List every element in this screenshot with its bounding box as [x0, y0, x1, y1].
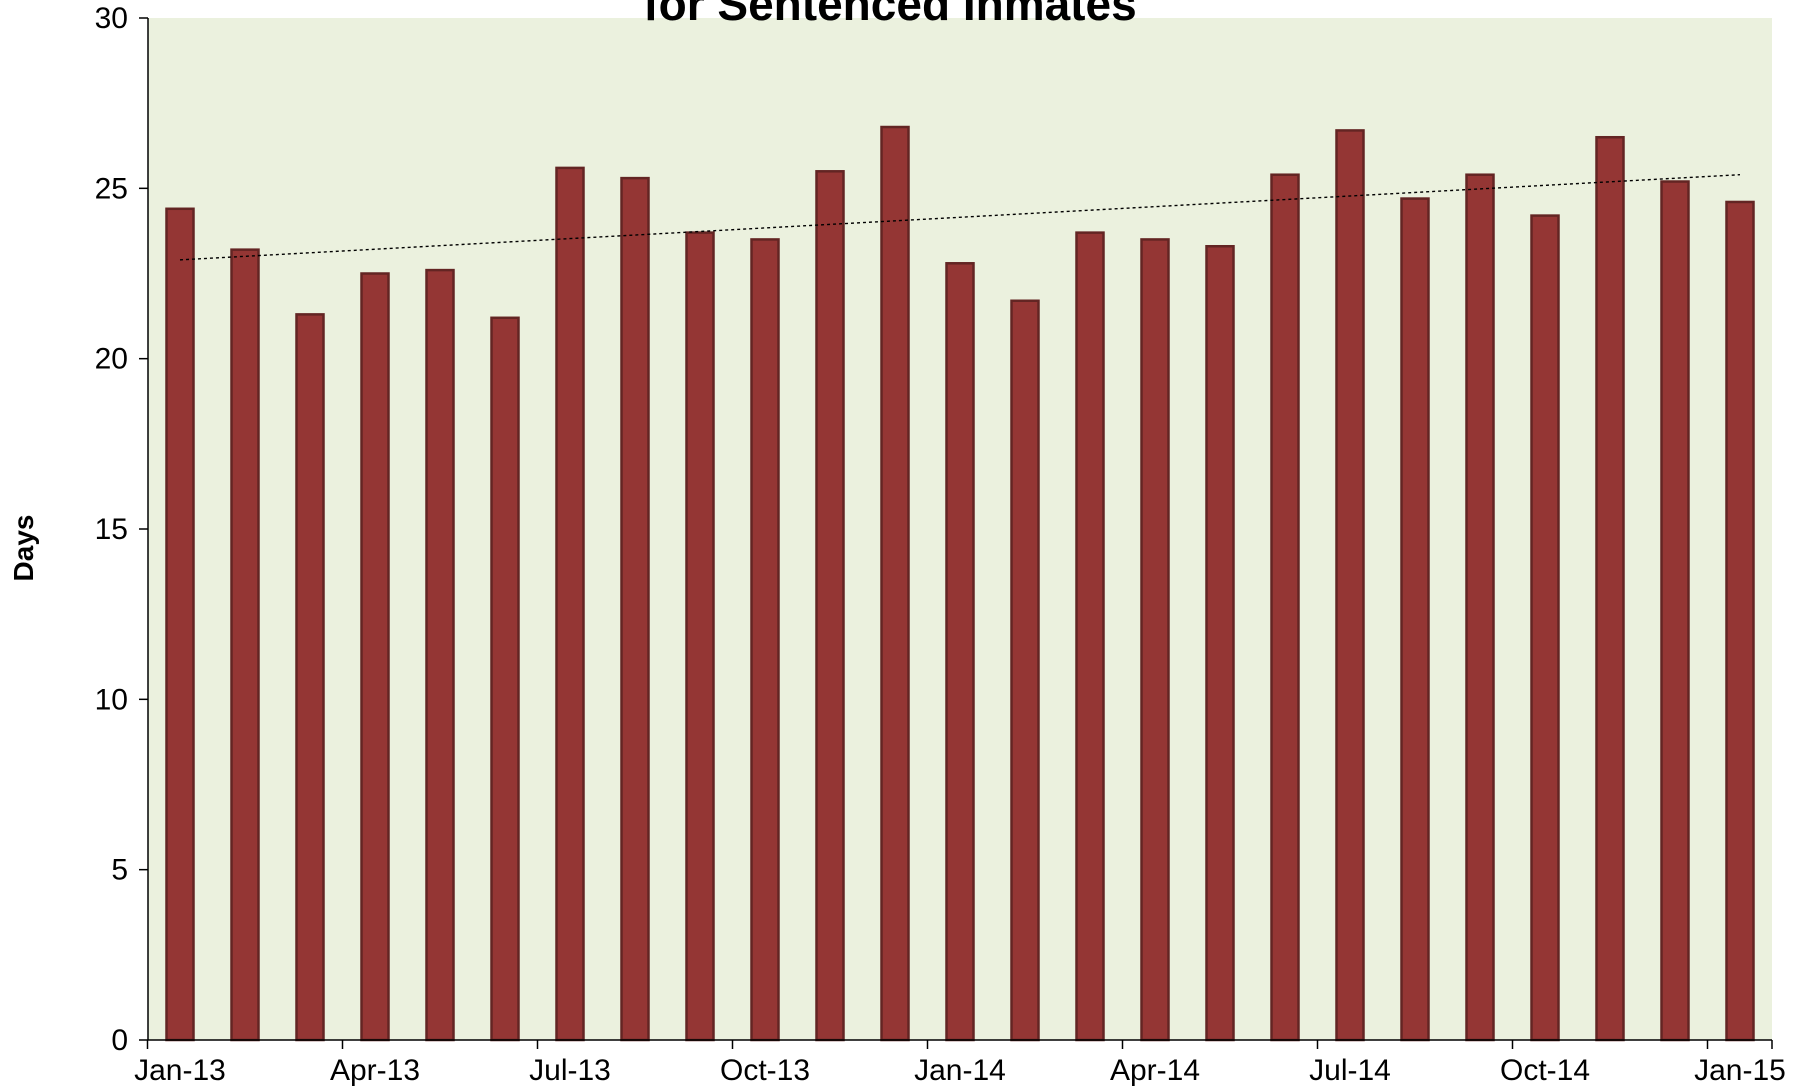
x-tick-label: Jan-15	[1694, 1054, 1786, 1087]
bar-Apr-13	[360, 272, 390, 1042]
x-tick-label: Oct-13	[720, 1054, 810, 1087]
bar-Sep-14	[1465, 173, 1495, 1042]
y-tick-label: 10	[95, 683, 128, 716]
bar-Mar-13	[295, 313, 325, 1042]
y-tick-label: 0	[111, 1024, 128, 1057]
bar-Sep-13	[685, 231, 715, 1042]
bar-Jun-13	[490, 316, 520, 1042]
trendline	[179, 174, 1741, 261]
bar-May-13	[425, 268, 455, 1042]
x-tick-label: Jan-13	[134, 1054, 226, 1087]
bar-Jul-13	[555, 166, 585, 1042]
bar-Jul-14	[1335, 129, 1365, 1042]
y-tick-label: 25	[95, 172, 128, 205]
bar-Feb-13	[230, 248, 260, 1042]
bar-Nov-13	[815, 170, 845, 1042]
y-ticks-group: 0 5 10 15 20 25 30	[95, 2, 148, 1057]
bar-Oct-14	[1530, 214, 1560, 1042]
bar-Jan-13	[165, 207, 195, 1042]
x-tick-label: Jul-14	[1309, 1054, 1391, 1087]
y-tick-label: 30	[95, 2, 128, 35]
bar-Jan-15	[1725, 200, 1755, 1042]
x-ticks-group: Jan-13 Apr-13 Jul-13 Oct-13 Jan-14 Apr-14 Jul-…	[134, 1040, 1786, 1087]
bar-Mar-14	[1075, 231, 1105, 1042]
bar-Jun-14	[1270, 173, 1300, 1042]
bar-Aug-13	[620, 176, 650, 1042]
bar-Dec-14	[1660, 180, 1690, 1042]
bar-May-14	[1205, 244, 1235, 1042]
bar-Nov-14	[1595, 135, 1625, 1042]
y-tick-label: 20	[95, 343, 128, 376]
bars-group	[165, 125, 1755, 1042]
bar-Oct-13	[750, 238, 780, 1042]
x-tick-label: Apr-14	[1110, 1054, 1200, 1087]
y-tick-label: 5	[111, 854, 128, 887]
bar-Aug-14	[1400, 197, 1430, 1042]
bar-Feb-14	[1010, 299, 1040, 1042]
bar-Jan-14	[945, 262, 975, 1042]
y-tick-label: 15	[95, 513, 128, 546]
chart-title: for Sentenced Inmates	[643, 0, 1136, 30]
y-axis-title: Days	[8, 515, 39, 582]
x-tick-label: Jul-13	[529, 1054, 611, 1087]
x-tick-label: Oct-14	[1500, 1054, 1590, 1087]
bar-Dec-13	[880, 125, 910, 1042]
bar-Apr-14	[1140, 238, 1170, 1042]
x-tick-label: Apr-13	[330, 1054, 420, 1087]
x-tick-label: Jan-14	[914, 1054, 1006, 1087]
